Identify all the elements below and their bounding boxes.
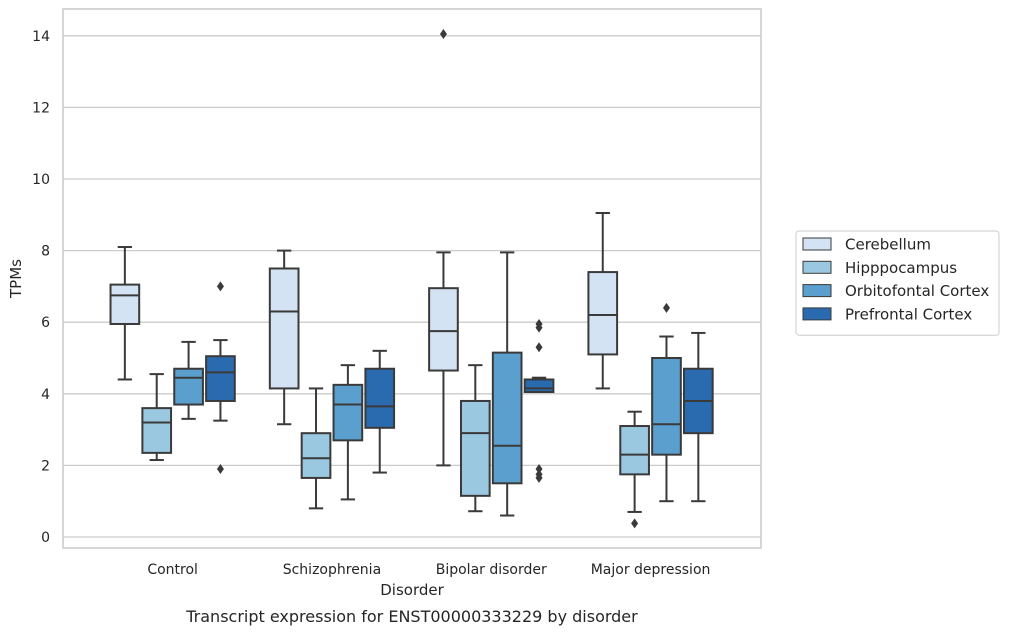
- box-orbitofontal-cortex-schizophrenia: [332, 364, 364, 501]
- x-tick-labels: Control Schizophrenia Bipolar disorder Majo…: [147, 562, 710, 578]
- box-iqr: [268, 267, 300, 390]
- box-prefrontal-cortex-schizophrenia: [364, 349, 396, 474]
- chart-caption: Transcript expression for ENST0000033322…: [185, 607, 638, 626]
- box-hipppocampus-bipolar-disorder: [459, 364, 491, 513]
- outlier-point-2: [535, 342, 543, 353]
- box-plots: [109, 29, 714, 529]
- box-hipppocampus-schizophrenia: [300, 387, 332, 510]
- x-tick-label-bipolar-disorder: Bipolar disorder: [436, 562, 547, 578]
- box-iqr: [459, 399, 491, 497]
- outlier-point-3: [535, 463, 543, 474]
- y-tick-label-0: 0: [41, 530, 50, 546]
- legend-swatch-hipppocampus: [802, 260, 832, 274]
- box-iqr: [619, 425, 650, 476]
- legend-label-hipppocampus: Hipppocampus: [845, 259, 957, 277]
- box-iqr: [332, 383, 364, 442]
- box-orbitofontal-cortex-bipolar-disorder: [491, 251, 523, 517]
- outlier-point-1: [216, 463, 224, 474]
- legend-label-orbitofontal-cortex: Orbitofontal Cortex: [845, 282, 989, 300]
- x-tick-label-major-depression: Major depression: [591, 562, 711, 578]
- x-tick-label-control: Control: [147, 562, 198, 578]
- x-axis-title: Disorder: [380, 581, 444, 599]
- outlier-point-0: [216, 281, 224, 292]
- box-iqr: [109, 283, 141, 325]
- y-tick-label-14: 14: [32, 29, 50, 45]
- box-hipppocampus-control: [141, 373, 173, 462]
- legend-label-prefrontal-cortex: Prefrontal Cortex: [845, 305, 972, 323]
- y-tick-labels: 0 2 4 6 8 10 12 14: [32, 29, 50, 546]
- box-iqr: [587, 271, 619, 356]
- y-tick-label-8: 8: [41, 244, 50, 260]
- legend-swatch-cerebellum: [802, 237, 832, 251]
- box-iqr: [491, 351, 523, 485]
- legend: Cerebellum Hipppocampus Orbitofontal Corte…: [795, 230, 1000, 336]
- box-iqr: [651, 357, 682, 456]
- outlier-point-1: [535, 322, 543, 333]
- box-cerebellum-control: [109, 246, 141, 381]
- outlier-point-5: [535, 472, 543, 483]
- box-prefrontal-cortex-control: [205, 281, 236, 474]
- grid-lines: [63, 35, 761, 538]
- legend-frame: [795, 230, 1000, 336]
- box-prefrontal-cortex-major-depression: [683, 331, 714, 503]
- y-tick-label-4: 4: [41, 387, 50, 403]
- box-iqr: [173, 367, 204, 406]
- outlier-point-0: [439, 29, 447, 40]
- y-tick-label-2: 2: [41, 458, 50, 474]
- box-iqr: [523, 378, 555, 394]
- y-tick-label-12: 12: [32, 100, 50, 116]
- outlier-point-0: [631, 518, 639, 529]
- box-iqr: [364, 367, 396, 429]
- x-tick-label-schizophrenia: Schizophrenia: [283, 562, 381, 578]
- box-cerebellum-schizophrenia: [268, 249, 300, 426]
- box-hipppocampus-major-depression: [619, 410, 650, 529]
- box-orbitofontal-cortex-control: [173, 340, 204, 420]
- box-iqr: [141, 407, 173, 454]
- plot-frame: [62, 8, 762, 549]
- legend-swatch-prefrontal-cortex: [802, 307, 832, 321]
- legend-label-cerebellum: Cerebellum: [845, 236, 931, 254]
- box-cerebellum-major-depression: [587, 212, 619, 390]
- box-cerebellum-bipolar-disorder: [428, 29, 459, 467]
- y-axis-title: TPMs: [7, 259, 25, 299]
- box-orbitofontal-cortex-major-depression: [651, 302, 682, 503]
- box-iqr: [428, 287, 459, 372]
- box-prefrontal-cortex-bipolar-disorder: [523, 318, 555, 483]
- y-tick-label-6: 6: [41, 315, 50, 331]
- y-tick-label-10: 10: [32, 172, 50, 188]
- outlier-point-0: [662, 302, 670, 313]
- box-iqr: [300, 432, 332, 479]
- box-iqr: [205, 355, 236, 402]
- legend-swatch-orbitofontal-cortex: [802, 284, 832, 298]
